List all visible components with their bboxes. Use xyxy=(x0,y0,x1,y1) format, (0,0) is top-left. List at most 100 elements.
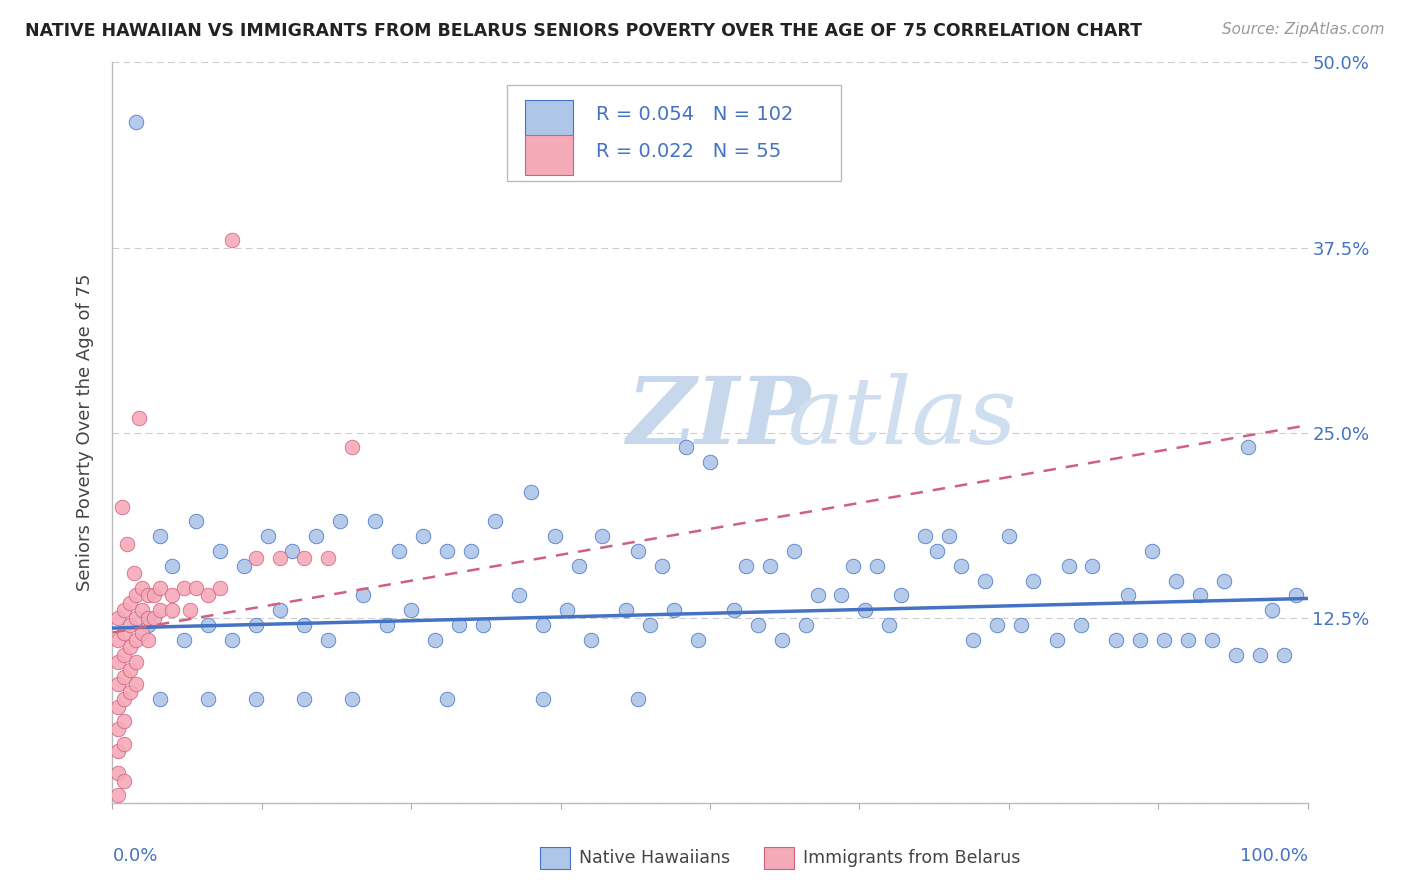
Point xyxy=(1177,632,1199,647)
Point xyxy=(460,544,482,558)
Point xyxy=(128,410,150,425)
Point xyxy=(962,632,984,647)
Point xyxy=(221,233,243,247)
Point xyxy=(173,581,195,595)
Point xyxy=(1118,589,1140,603)
Point xyxy=(688,632,710,647)
FancyBboxPatch shape xyxy=(763,847,794,870)
Point xyxy=(1249,648,1271,662)
Point xyxy=(425,632,447,647)
Point xyxy=(1142,544,1164,558)
Point xyxy=(879,618,901,632)
Point xyxy=(1237,441,1260,455)
Point xyxy=(759,558,782,573)
Point xyxy=(866,558,889,573)
Point xyxy=(292,692,315,706)
Point xyxy=(938,529,960,543)
Point xyxy=(627,692,650,706)
Point xyxy=(914,529,936,543)
Point xyxy=(520,484,543,499)
Point xyxy=(114,603,135,617)
Point xyxy=(269,551,291,566)
FancyBboxPatch shape xyxy=(524,100,572,141)
Point xyxy=(436,544,458,558)
Point xyxy=(364,515,387,529)
Point xyxy=(138,618,160,632)
Point xyxy=(1261,603,1284,617)
Point xyxy=(209,544,232,558)
Point xyxy=(950,558,973,573)
Text: 100.0%: 100.0% xyxy=(1240,847,1308,865)
Point xyxy=(221,632,243,647)
Text: ZIP: ZIP xyxy=(627,373,811,463)
Point xyxy=(1272,648,1295,662)
Point xyxy=(107,766,129,780)
Point xyxy=(1285,589,1308,603)
Point xyxy=(447,618,470,632)
Point xyxy=(627,544,650,558)
Point xyxy=(125,610,148,624)
Point xyxy=(131,581,153,595)
Point xyxy=(125,677,148,691)
Point xyxy=(107,677,129,691)
Point xyxy=(651,558,673,573)
Point xyxy=(186,581,208,595)
Point xyxy=(855,603,877,617)
Point xyxy=(401,603,423,617)
Point xyxy=(1153,632,1175,647)
Point xyxy=(122,566,145,581)
Point xyxy=(998,529,1021,543)
Point xyxy=(120,663,142,677)
Point xyxy=(107,699,129,714)
Text: NATIVE HAWAIIAN VS IMMIGRANTS FROM BELARUS SENIORS POVERTY OVER THE AGE OF 75 CO: NATIVE HAWAIIAN VS IMMIGRANTS FROM BELAR… xyxy=(25,22,1142,40)
Point xyxy=(305,529,328,543)
Point xyxy=(747,618,769,632)
Point xyxy=(890,589,912,603)
Point xyxy=(114,714,135,729)
Point xyxy=(107,610,129,624)
Point xyxy=(131,625,153,640)
Point xyxy=(107,655,129,669)
Point xyxy=(245,551,267,566)
Point xyxy=(1070,618,1092,632)
Point xyxy=(120,640,142,655)
Point xyxy=(735,558,758,573)
Point xyxy=(120,596,142,610)
Point xyxy=(675,441,697,455)
Text: R = 0.022   N = 55: R = 0.022 N = 55 xyxy=(596,142,782,161)
Point xyxy=(412,529,434,543)
Point xyxy=(138,632,160,647)
Y-axis label: Seniors Poverty Over the Age of 75: Seniors Poverty Over the Age of 75 xyxy=(76,274,94,591)
Point xyxy=(114,773,135,788)
Point xyxy=(723,603,745,617)
Point xyxy=(197,618,219,632)
Point xyxy=(579,632,602,647)
Point xyxy=(125,114,148,128)
Point xyxy=(986,618,1008,632)
Point xyxy=(543,529,565,543)
Point xyxy=(269,603,291,617)
Point xyxy=(114,625,135,640)
Point xyxy=(114,737,135,751)
Point xyxy=(1213,574,1236,588)
Point xyxy=(125,655,148,669)
Point xyxy=(245,618,267,632)
Text: atlas: atlas xyxy=(787,373,1017,463)
Point xyxy=(974,574,997,588)
Point xyxy=(120,618,142,632)
Point xyxy=(388,544,411,558)
Point xyxy=(831,589,853,603)
Point xyxy=(138,610,160,624)
FancyBboxPatch shape xyxy=(524,135,572,176)
FancyBboxPatch shape xyxy=(540,847,571,870)
Point xyxy=(436,692,458,706)
Point xyxy=(555,603,578,617)
Point xyxy=(794,618,817,632)
Point xyxy=(120,685,142,699)
Point xyxy=(664,603,686,617)
Point xyxy=(340,441,363,455)
FancyBboxPatch shape xyxy=(508,85,842,181)
Point xyxy=(807,589,830,603)
Point xyxy=(162,558,183,573)
Point xyxy=(115,536,138,550)
